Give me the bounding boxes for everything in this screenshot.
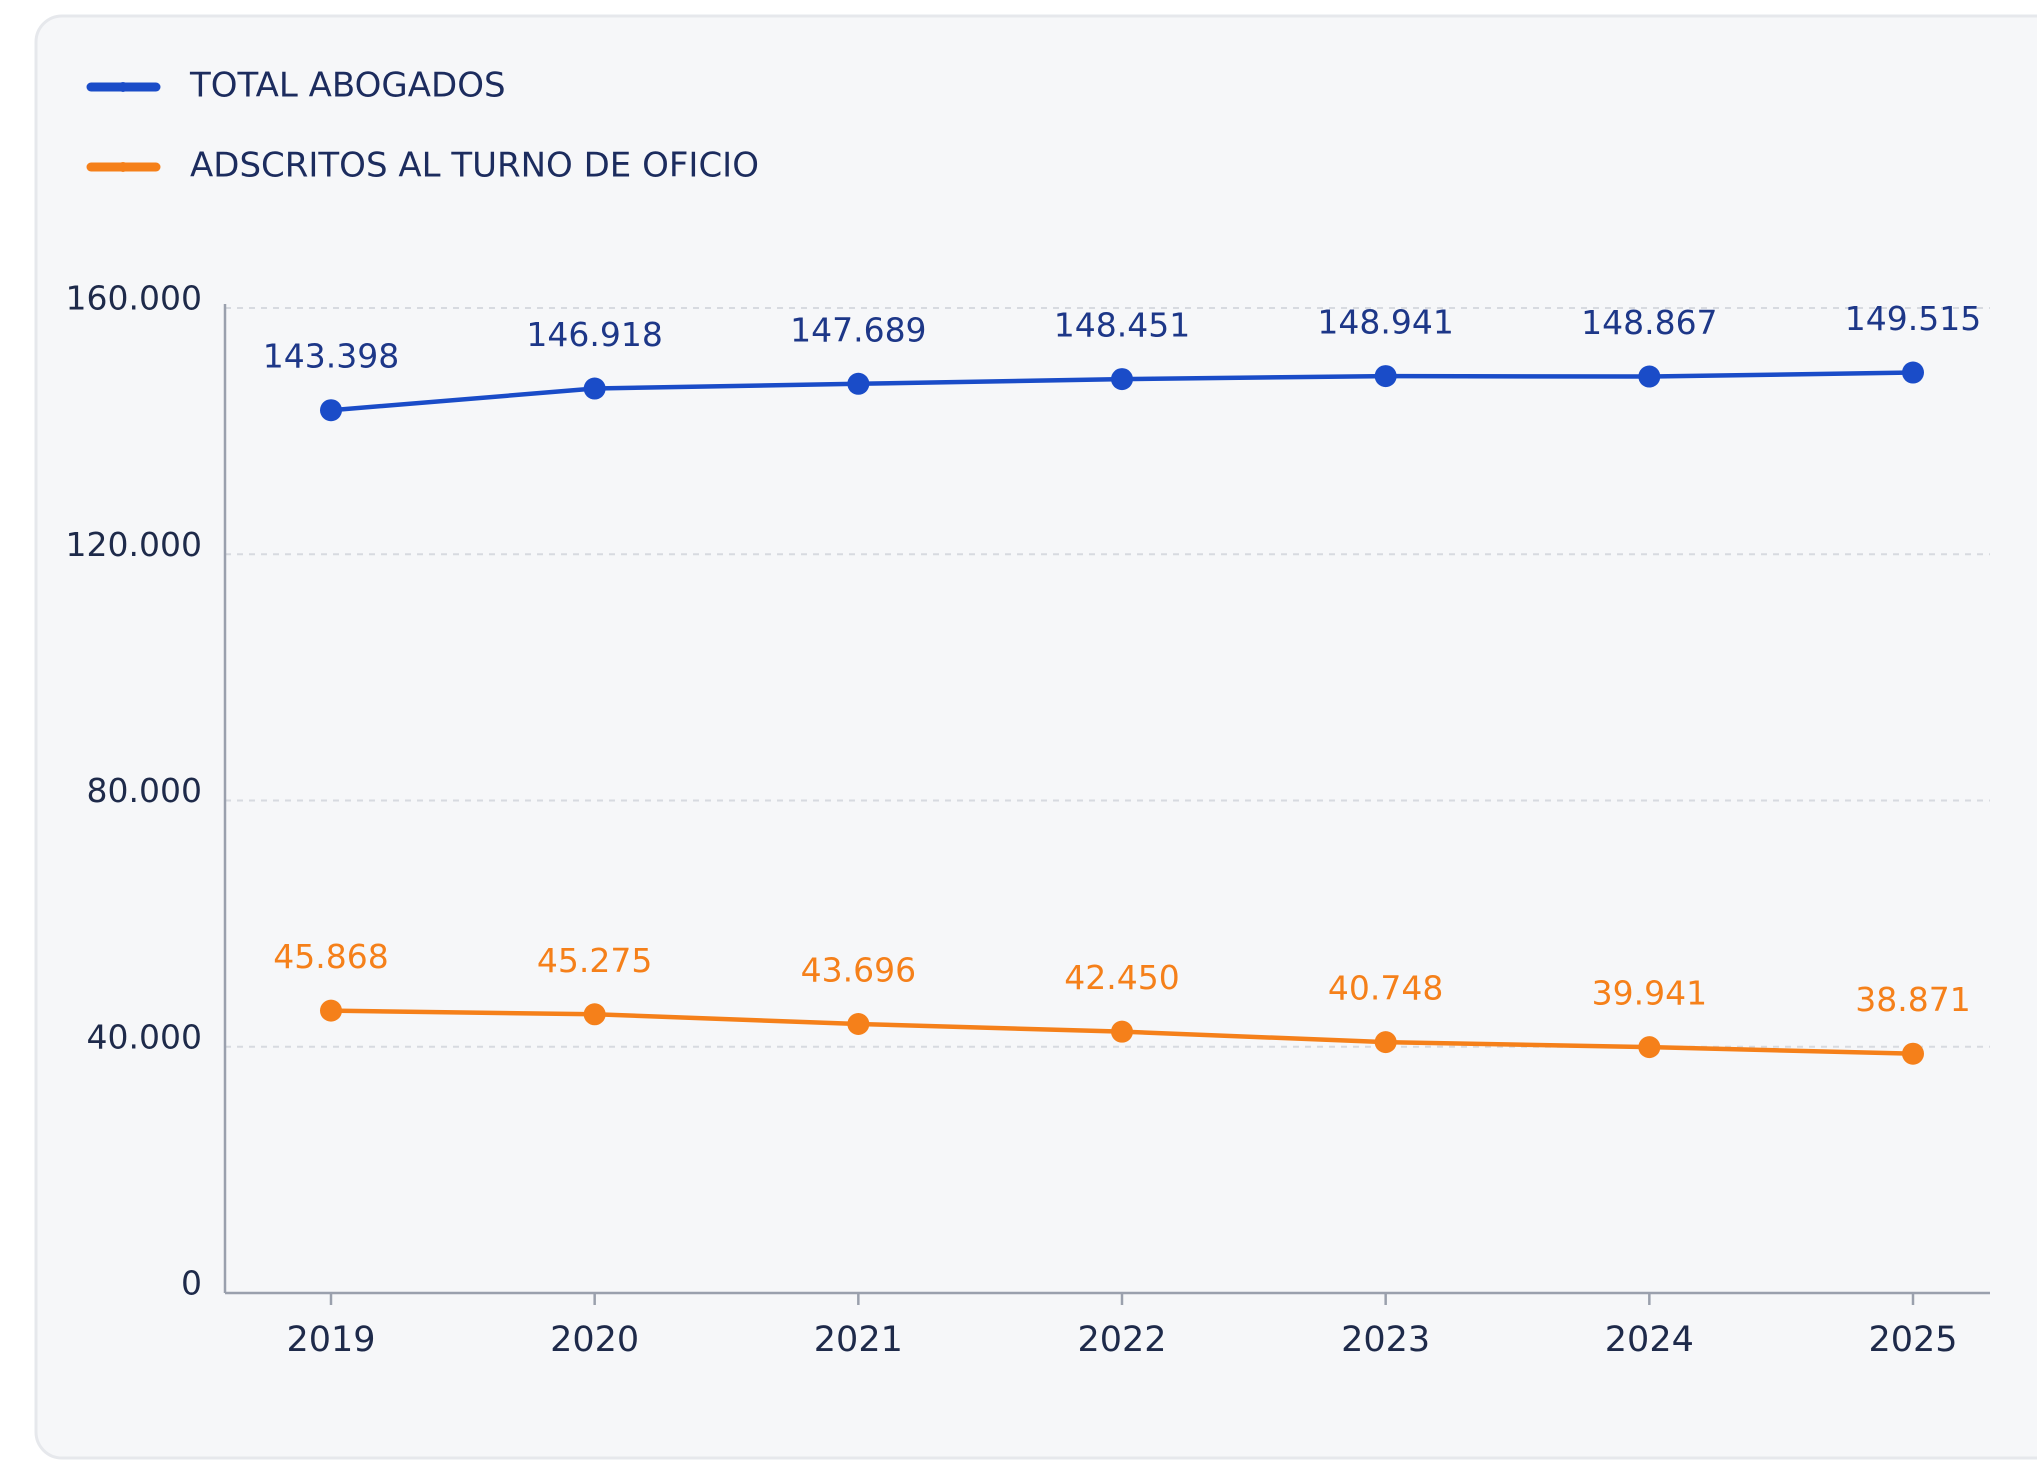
y-tick-label: 0 <box>181 1264 202 1303</box>
data-label: 40.748 <box>1328 969 1443 1008</box>
data-point <box>583 377 606 400</box>
legend-label: TOTAL ABOGADOS <box>189 66 506 106</box>
data-point <box>320 399 342 422</box>
data-label: 143.398 <box>263 337 399 376</box>
x-tick-label: 2021 <box>814 1320 903 1360</box>
card <box>34 14 2037 1460</box>
data-point <box>1902 361 1924 384</box>
y-tick-label: 80.000 <box>87 771 202 810</box>
x-tick-label: 2020 <box>550 1320 639 1360</box>
data-point <box>1111 1020 1133 1043</box>
y-tick-label: 120.000 <box>66 525 202 564</box>
data-label: 148.867 <box>1581 303 1717 342</box>
data-point <box>1111 368 1133 391</box>
legend-dot <box>118 162 128 172</box>
data-label: 43.696 <box>801 950 916 989</box>
data-label: 45.868 <box>273 937 388 976</box>
data-label: 45.275 <box>537 941 652 980</box>
x-tick-label: 2023 <box>1341 1320 1430 1360</box>
x-tick-label: 2022 <box>1077 1320 1166 1360</box>
legend-label: ADSCRITOS AL TURNO DE OFICIO <box>190 146 759 186</box>
data-point <box>1374 365 1397 388</box>
data-point <box>1638 365 1661 388</box>
data-point <box>1374 1031 1397 1054</box>
y-tick-label: 40.000 <box>87 1017 202 1056</box>
x-tick-label: 2024 <box>1605 1320 1694 1360</box>
x-tick-label: 2019 <box>286 1320 375 1360</box>
data-label: 38.871 <box>1855 980 1970 1019</box>
data-label: 149.515 <box>1845 299 1981 338</box>
data-point <box>320 999 342 1022</box>
data-point <box>583 1003 606 1026</box>
legend-dot <box>118 82 128 92</box>
data-label: 147.689 <box>790 310 926 349</box>
data-point <box>1902 1042 1924 1065</box>
data-label: 42.450 <box>1064 958 1179 997</box>
data-point <box>847 372 870 395</box>
x-tick-label: 2025 <box>1868 1320 1957 1360</box>
data-label: 148.941 <box>1317 303 1453 342</box>
data-label: 39.941 <box>1592 974 1707 1013</box>
data-point <box>1638 1036 1661 1059</box>
data-label: 148.451 <box>1054 306 1190 345</box>
data-point <box>847 1012 870 1035</box>
data-label: 146.918 <box>526 315 662 354</box>
y-tick-label: 160.000 <box>66 279 202 318</box>
